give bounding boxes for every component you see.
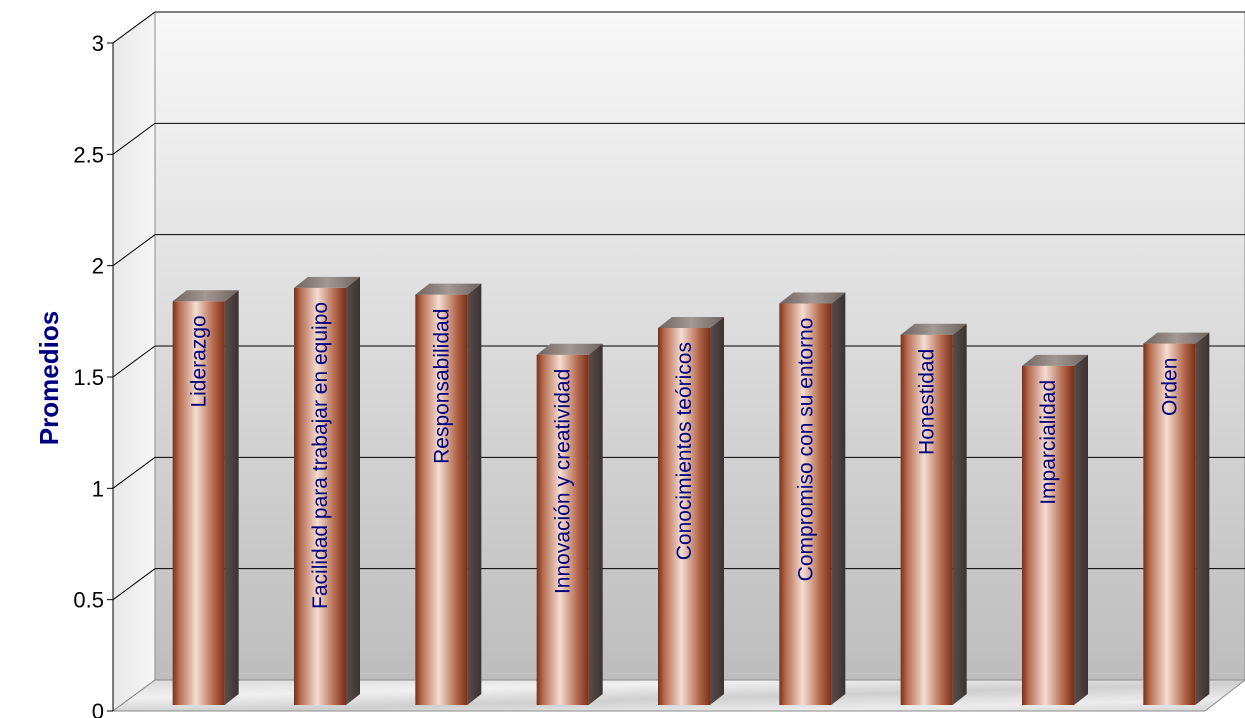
bar-side <box>224 290 239 705</box>
bar <box>536 354 589 705</box>
bar-top <box>294 276 360 288</box>
bar <box>294 287 346 705</box>
bar <box>1143 343 1196 705</box>
bar-group: Imparcialidad <box>1022 354 1088 705</box>
bar-label: Liderazgo <box>188 315 211 407</box>
bar-label: Facilidad para trabajar en equipo <box>309 302 332 609</box>
gridline-side <box>112 11 156 44</box>
bar <box>779 303 832 705</box>
bar <box>1022 365 1074 705</box>
bar-top <box>172 290 239 302</box>
bar-label: Orden <box>1158 358 1181 416</box>
bar-side <box>1195 332 1210 705</box>
bar-label: Imparcialidad <box>1037 380 1060 505</box>
y-tick-label: 1.5 <box>73 365 104 390</box>
bar <box>415 294 468 705</box>
bar-label: Conocimientos teóricos <box>673 342 696 560</box>
bar-side <box>710 317 724 705</box>
y-axis-ticks: 0 0.5 1 1.5 2 2.5 3 <box>73 31 114 718</box>
bar-side <box>467 283 482 705</box>
y-tick-label: 0 <box>92 699 104 718</box>
bar-group: Orden <box>1143 332 1210 705</box>
bars: Liderazgo Facilidad para trabajar en equi… <box>172 276 1210 705</box>
bar-top <box>1143 332 1210 344</box>
y-tick-label: 3 <box>92 31 104 56</box>
bar-top <box>900 323 967 335</box>
bar-side <box>831 292 846 705</box>
bar-label: Honestidad <box>916 349 939 455</box>
y-axis-label: Promedios <box>34 311 64 445</box>
bar-group: Facilidad para trabajar en equipo <box>294 276 360 705</box>
bar-label: Innovación y creatividad <box>552 369 575 594</box>
bar-side <box>952 323 967 705</box>
bar-group: Compromiso con su entorno <box>779 292 846 705</box>
bar-top <box>415 283 482 295</box>
bar-group: Responsabilidad <box>415 283 482 705</box>
bar <box>172 301 225 705</box>
bar-side <box>1074 354 1088 705</box>
gridline-side <box>112 234 156 267</box>
bar <box>658 328 710 705</box>
bar-top <box>658 317 724 329</box>
bar-side <box>346 276 360 705</box>
y-tick-label: 2 <box>92 254 104 279</box>
bar-group: Innovación y creatividad <box>536 343 603 705</box>
bar-label: Compromiso con su entorno <box>794 318 817 582</box>
bar-top <box>1022 354 1088 366</box>
bar <box>900 334 953 705</box>
bar-group: Honestidad <box>900 323 967 705</box>
bar-top <box>779 292 846 304</box>
y-tick-label: 1 <box>92 476 104 501</box>
bar-top <box>536 343 603 355</box>
y-tick-label: 2.5 <box>73 142 104 167</box>
bar-side <box>588 343 603 705</box>
gridline-side <box>112 568 156 601</box>
y-tick-label: 0.5 <box>73 588 104 613</box>
bar-group: Conocimientos teóricos <box>658 317 724 705</box>
gridline-side <box>112 345 156 378</box>
gridline-side <box>112 456 156 489</box>
gridline-side <box>112 122 156 155</box>
bar-group: Liderazgo <box>172 290 239 705</box>
bar-label: Responsabilidad <box>430 309 453 464</box>
